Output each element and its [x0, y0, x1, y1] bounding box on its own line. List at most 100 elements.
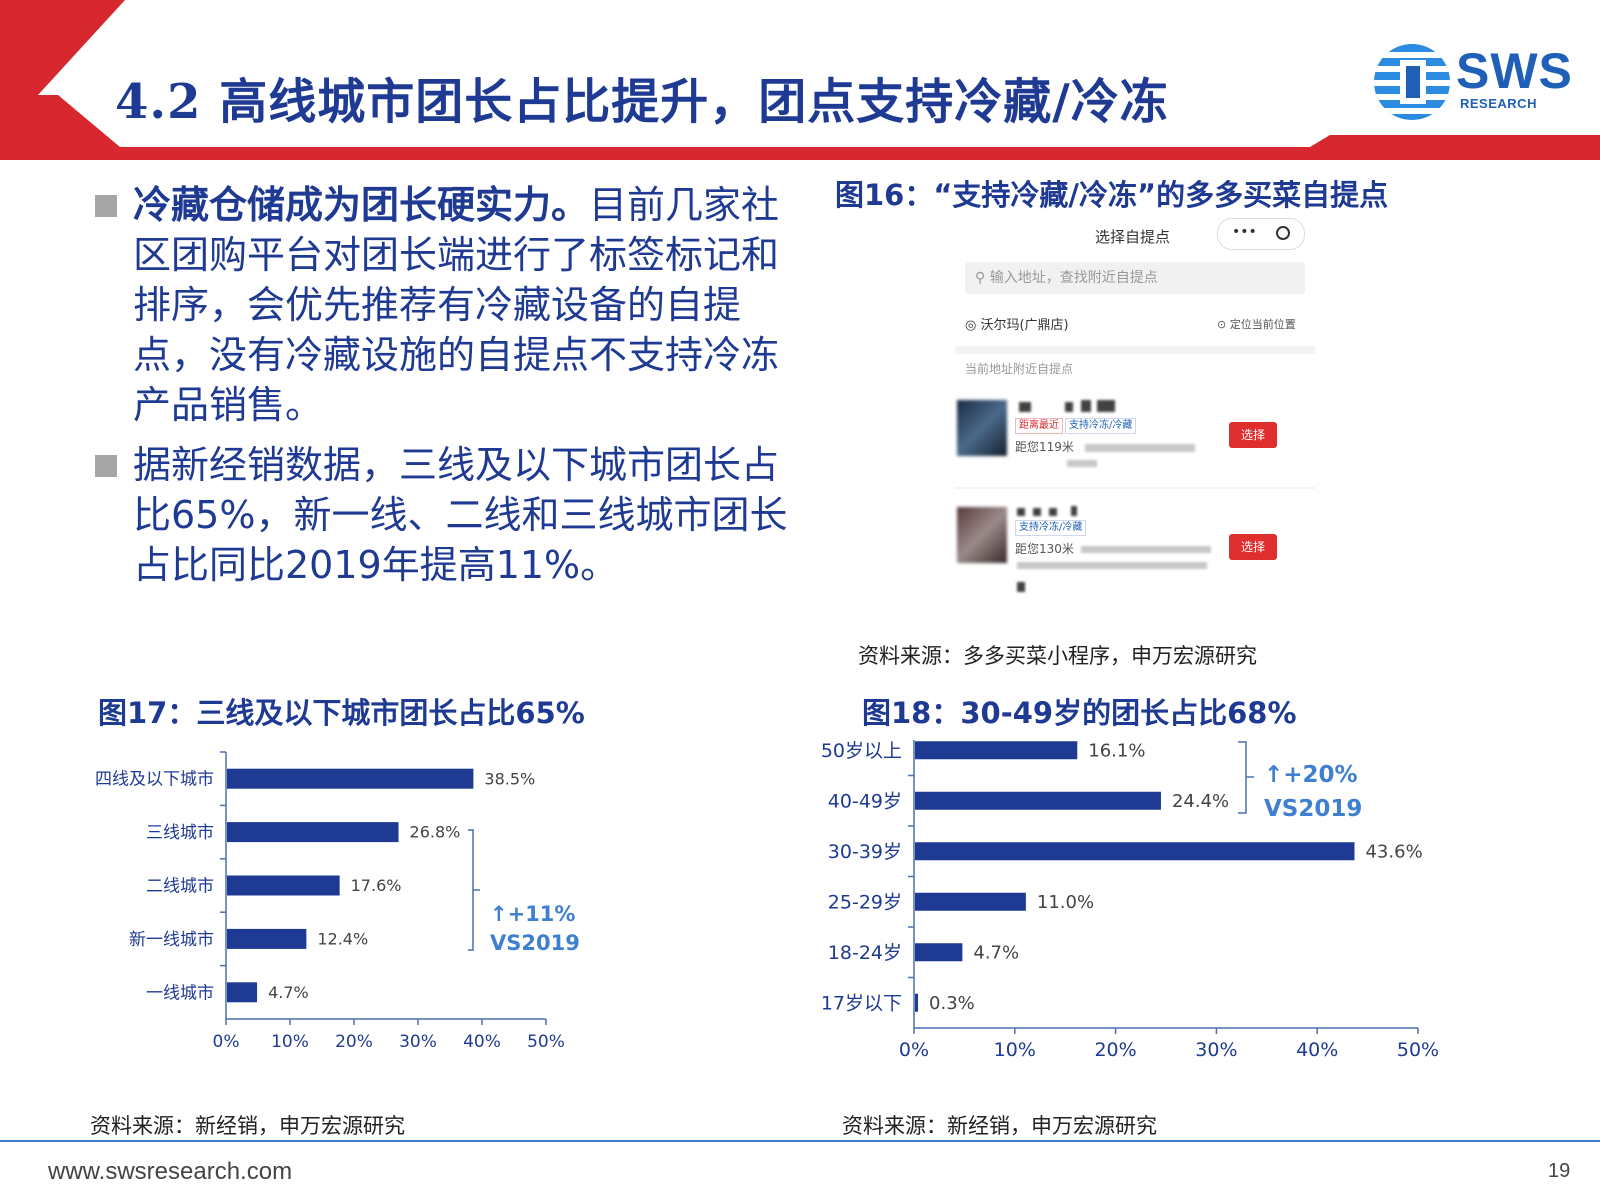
- value-label: 43.6%: [1365, 842, 1422, 863]
- capsule-menu[interactable]: •••: [1217, 218, 1305, 250]
- fig16-source: 资料来源：多多买菜小程序，申万宏源研究: [858, 644, 1257, 668]
- bar: [915, 993, 919, 1012]
- x-tick-label: 40%: [1296, 1039, 1338, 1061]
- x-tick-label: 40%: [463, 1032, 501, 1052]
- tag-cold-storage: 支持冷冻/冷藏: [1015, 520, 1087, 536]
- logo-globe-icon: [1374, 44, 1450, 120]
- bar: [227, 875, 340, 896]
- x-tick-label: 0%: [213, 1032, 240, 1052]
- item-divider: [955, 487, 1315, 489]
- current-location[interactable]: ◎ 沃尔玛(广鼎店): [965, 314, 1069, 333]
- bullet-text: 据新经销数据，三线及以下城市团长占比65%，新一线、二线和三线城市团长占比同比2…: [133, 443, 788, 587]
- value-label: 16.1%: [1088, 741, 1145, 762]
- location-name: 沃尔玛(广鼎店): [980, 318, 1069, 333]
- value-label: 26.8%: [410, 823, 461, 842]
- search-placeholder: 输入地址，查找附近自提点: [989, 270, 1158, 286]
- value-label: 38.5%: [484, 769, 535, 788]
- category-label: 25-29岁: [828, 891, 902, 913]
- bar: [227, 768, 474, 789]
- value-label: 24.4%: [1172, 791, 1229, 812]
- bar: [227, 982, 258, 1003]
- fig16-title: 图16：“支持冷藏/冷冻”的多多买菜自提点: [835, 178, 1389, 212]
- category-label: 一线城市: [146, 983, 214, 1003]
- phone-header: 选择自提点: [1095, 228, 1171, 246]
- bar: [915, 892, 1026, 911]
- category-label: 四线及以下城市: [95, 770, 214, 790]
- x-tick-label: 0%: [899, 1039, 929, 1061]
- logo-subtext: RESEARCH: [1460, 96, 1537, 111]
- fig18-source: 资料来源：新经销，申万宏源研究: [842, 1114, 1157, 1138]
- category-label: 三线城市: [146, 823, 214, 843]
- value-label: 4.7%: [973, 943, 1019, 964]
- tag-nearest: 距离最近: [1015, 418, 1063, 434]
- bullet-item: 据新经销数据，三线及以下城市团长占比65%，新一线、二线和三线城市团长占比同比2…: [95, 440, 805, 590]
- annotation-baseline: VS2019: [1264, 796, 1362, 822]
- bracket-annotation: [468, 829, 480, 951]
- value-label: 12.4%: [317, 930, 368, 949]
- footer-url[interactable]: www.swsresearch.com: [48, 1158, 293, 1185]
- category-label: 50岁以上: [821, 740, 902, 762]
- value-label: 11.0%: [1037, 892, 1094, 913]
- category-label: 二线城市: [146, 876, 214, 896]
- page-title: 4.2 高线城市团长占比提升，团点支持冷藏/冷冻: [115, 74, 1169, 130]
- search-icon: ⚲: [975, 270, 990, 286]
- select-button[interactable]: 选择: [1229, 534, 1277, 560]
- select-button[interactable]: 选择: [1229, 422, 1277, 448]
- x-tick-label: 50%: [527, 1032, 565, 1052]
- x-tick-label: 10%: [271, 1032, 309, 1052]
- category-label: 新一线城市: [129, 930, 214, 950]
- bracket-annotation: [1238, 741, 1254, 814]
- fig17-source: 资料来源：新经销，申万宏源研究: [90, 1114, 405, 1138]
- search-input[interactable]: ⚲ 输入地址，查找附近自提点: [965, 262, 1305, 294]
- x-tick-label: 10%: [994, 1039, 1036, 1061]
- crosshair-icon: ⊙: [1217, 318, 1227, 331]
- nearby-label: 当前地址附近自提点: [965, 362, 1074, 376]
- locate-label: 定位当前位置: [1229, 318, 1296, 331]
- value-label: 4.7%: [268, 983, 309, 1002]
- bullet-bold-lead: 冷藏仓储成为团长硬实力。: [133, 183, 590, 227]
- category-label: 18-24岁: [828, 942, 902, 964]
- bar: [915, 943, 963, 962]
- annotation-baseline: VS2019: [490, 931, 580, 955]
- annotation-change: ↑+11%: [490, 902, 575, 926]
- page-number: 19: [1548, 1160, 1571, 1182]
- bar: [915, 741, 1078, 760]
- bullet-square-icon: [95, 195, 117, 217]
- x-tick-label: 20%: [1094, 1039, 1136, 1061]
- fig17-title: 图17：三线及以下城市团长占比65%: [98, 696, 585, 730]
- pickup-thumbnail: [957, 400, 1007, 456]
- logo-text: SWS: [1456, 43, 1573, 99]
- header-decoration: [0, 0, 1600, 160]
- x-tick-label: 30%: [399, 1032, 437, 1052]
- value-label: 0.3%: [929, 993, 975, 1014]
- x-tick-label: 50%: [1397, 1039, 1439, 1061]
- location-pin-icon: ◎: [965, 318, 977, 333]
- annotation-change: ↑+20%: [1264, 762, 1358, 788]
- more-dots-icon[interactable]: •••: [1232, 224, 1257, 240]
- pickup-thumbnail: [957, 507, 1007, 563]
- fig17-chart: 0% 10% 20% 30% 40% 50% 四线及以下城市 38.5% 三线城市 26.8% 二线…: [95, 751, 580, 1052]
- value-label: 17.6%: [351, 876, 402, 895]
- fig18-chart: 0% 10% 20% 30% 40% 50% 50岁以上 16.1% 40-49岁 24.4% 30…: [821, 740, 1439, 1061]
- bar: [915, 791, 1161, 810]
- category-label: 30-39岁: [828, 841, 902, 863]
- footer-divider: [0, 1140, 1600, 1142]
- category-label: 40-49岁: [828, 790, 902, 812]
- distance: 距您119米: [1015, 440, 1074, 454]
- bullet-list: 冷藏仓储成为团长硬实力。目前几家社区团购平台对团长端进行了标签标记和排序，会优先…: [95, 180, 805, 600]
- miniprogram-screenshot: 选择自提点 ••• ⚲ 输入地址，查找附近自提点 ◎ 沃尔玛(广鼎店) ⊙ 定位…: [955, 212, 1315, 622]
- close-circle-icon[interactable]: [1276, 226, 1290, 240]
- tag-cold-storage: 支持冷冻/冷藏: [1065, 418, 1137, 434]
- bullet-square-icon: [95, 455, 117, 477]
- bar: [915, 842, 1355, 861]
- bar: [227, 822, 399, 843]
- fig18-title: 图18：30-49岁的团长占比68%: [862, 696, 1297, 730]
- x-tick-label: 20%: [335, 1032, 373, 1052]
- bullet-item: 冷藏仓储成为团长硬实力。目前几家社区团购平台对团长端进行了标签标记和排序，会优先…: [95, 180, 805, 430]
- distance: 距您130米: [1015, 542, 1074, 556]
- locate-button[interactable]: ⊙ 定位当前位置: [1217, 316, 1296, 332]
- x-tick-label: 30%: [1195, 1039, 1237, 1061]
- bar: [227, 928, 307, 949]
- bullet-text: 目前几家社区团购平台对团长端进行了标签标记和排序，会优先推荐有冷藏设备的自提点，…: [133, 183, 780, 427]
- sws-logo: SWS RESEARCH: [1370, 40, 1573, 124]
